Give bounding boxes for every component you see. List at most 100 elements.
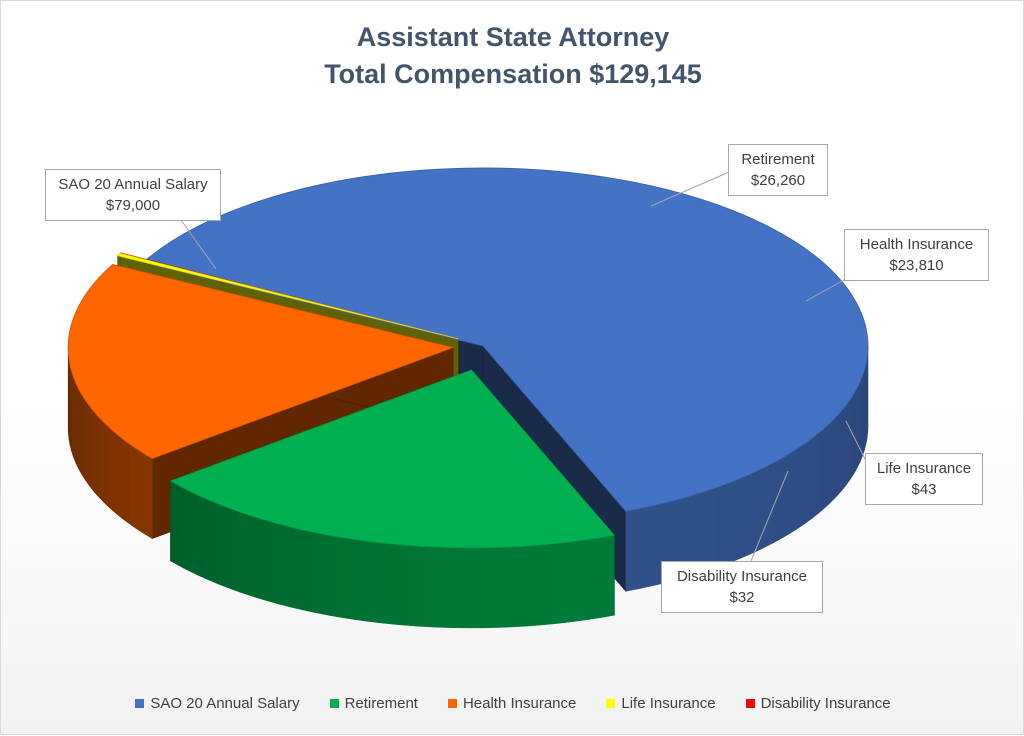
slice-outer-wall (281, 525, 293, 608)
slice-outer-wall (129, 444, 136, 529)
slice-outer-wall (82, 395, 86, 481)
legend-swatch (746, 699, 755, 708)
slice-outer-wall (782, 453, 790, 538)
legend-item: SAO 20 Annual Salary (135, 695, 299, 712)
data-label-life-insurance: Life Insurance $43 (865, 453, 983, 505)
slice-outer-wall (498, 547, 511, 628)
legend-label: Life Insurance (621, 695, 715, 712)
slice-outer-wall (626, 509, 638, 591)
slice-outer-wall (379, 543, 392, 624)
data-label-salary: SAO 20 Annual Salary $79,000 (45, 169, 221, 221)
slice-outer-wall (367, 541, 380, 623)
legend-label: Disability Insurance (761, 695, 891, 712)
slice-outer-wall (854, 388, 857, 474)
slice-outer-wall (216, 503, 226, 587)
slice-outer-wall (774, 458, 782, 543)
slice-outer-wall (846, 400, 850, 486)
slice-outer-wall (602, 535, 614, 617)
legend-item: Health Insurance (448, 695, 576, 712)
slice-outer-wall (706, 487, 717, 571)
slice-outer-wall (638, 506, 650, 589)
slice-outer-wall (831, 417, 836, 503)
slice-outer-wall (765, 463, 774, 548)
slice-outer-wall (76, 383, 79, 469)
data-label-value: $79,000 (52, 195, 214, 216)
slice-outer-wall (564, 541, 577, 623)
data-label-value: $23,810 (851, 255, 982, 276)
slice-outer-wall (270, 521, 281, 604)
slice-outer-wall (841, 405, 846, 491)
legend-swatch (448, 699, 457, 708)
slice-outer-wall (589, 537, 602, 619)
data-label-value: $32 (668, 587, 816, 608)
slice-outer-wall (432, 547, 445, 628)
data-label-name: Retirement (735, 149, 821, 170)
slice-outer-wall (485, 547, 498, 627)
legend-item: Retirement (330, 695, 418, 712)
slice-outer-wall (538, 544, 551, 625)
slice-outer-wall (90, 406, 94, 492)
slice-outer-wall (247, 515, 258, 598)
legend-swatch (135, 699, 144, 708)
data-label-health-insurance: Health Insurance $23,810 (844, 229, 989, 281)
slice-outer-wall (94, 412, 99, 498)
slice-outer-wall (472, 548, 485, 628)
data-label-disability-insurance: Disability Insurance $32 (661, 561, 823, 613)
legend-item: Life Insurance (606, 695, 715, 712)
slice-outer-wall (329, 535, 341, 617)
slice-outer-wall (805, 438, 812, 523)
slice-outer-wall (258, 518, 269, 601)
slice-outer-wall (305, 530, 317, 613)
slice-outer-wall (790, 448, 798, 533)
slice-outer-wall (197, 495, 206, 579)
slice-outer-wall (850, 394, 854, 480)
chart-legend: SAO 20 Annual Salary Retirement Health I… (1, 695, 1024, 712)
data-label-retirement: Retirement $26,260 (728, 144, 828, 196)
slice-outer-wall (188, 490, 197, 574)
slice-outer-wall (727, 480, 737, 564)
slice-outer-wall (747, 471, 756, 555)
data-label-name: Health Insurance (851, 234, 982, 255)
slice-outer-wall (511, 546, 524, 627)
slice-outer-wall (104, 423, 110, 508)
slice-outer-wall (392, 544, 405, 625)
legend-label: Retirement (345, 695, 418, 712)
slice-outer-wall (825, 422, 831, 507)
legend-swatch (606, 699, 615, 708)
legend-label: SAO 20 Annual Salary (150, 695, 299, 712)
slice-outer-wall (419, 546, 432, 627)
slice-outer-wall (110, 428, 116, 513)
data-label-name: Disability Insurance (668, 566, 816, 587)
slice-outer-wall (650, 504, 662, 587)
slice-outer-wall (74, 377, 76, 463)
slice-outer-wall (445, 548, 458, 628)
slice-outer-wall (171, 481, 179, 566)
slice-outer-wall (551, 543, 564, 624)
slice-outer-wall (717, 484, 727, 568)
slice-outer-wall (226, 507, 236, 591)
slice-outer-wall (206, 499, 216, 583)
legend-label: Health Insurance (463, 695, 576, 712)
slice-outer-wall (577, 539, 590, 621)
slice-outer-wall (144, 454, 152, 539)
slice-outer-wall (819, 428, 825, 513)
slice-outer-wall (405, 545, 418, 626)
slice-outer-wall (237, 511, 248, 595)
legend-swatch (330, 699, 339, 708)
slice-outer-wall (857, 382, 860, 468)
slice-outer-wall (137, 449, 145, 534)
slice-outer-wall (836, 411, 841, 497)
slice-outer-wall (862, 370, 864, 456)
slice-outer-wall (86, 401, 90, 487)
data-label-name: SAO 20 Annual Salary (52, 174, 214, 195)
data-label-value: $26,260 (735, 170, 821, 191)
slice-outer-wall (179, 486, 188, 571)
slice-outer-wall (99, 418, 104, 503)
slice-outer-wall (525, 545, 538, 626)
slice-outer-wall (79, 389, 82, 475)
data-label-value: $43 (872, 479, 976, 500)
slice-outer-wall (293, 528, 305, 611)
slice-outer-wall (798, 443, 805, 528)
